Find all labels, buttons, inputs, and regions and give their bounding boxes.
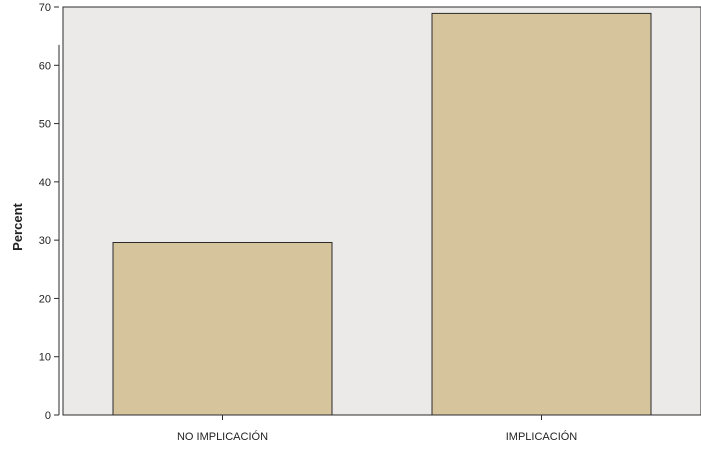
y-tick-label-2: 20 <box>39 293 51 305</box>
y-tick-label-3: 30 <box>39 235 51 247</box>
y-tick-label-5: 50 <box>39 119 51 131</box>
y-tick-label-7: 70 <box>39 2 51 14</box>
y-tick-label-0: 0 <box>45 410 51 422</box>
bar-1 <box>431 12 652 416</box>
x-tick-label-1: IMPLICACIÓN <box>506 430 578 443</box>
y-tick-label-4: 40 <box>39 177 51 189</box>
y-tick-label-6: 60 <box>39 60 51 72</box>
y-axis-title: Percent <box>10 202 25 250</box>
x-tick-label-0: NO IMPLICACIÓN <box>177 430 268 443</box>
y-axis: 0 10 20 30 40 50 60 70 <box>39 2 60 422</box>
y-tick-label-1: 10 <box>39 352 51 364</box>
bar-0 <box>112 242 333 416</box>
x-axis: NO IMPLICACIÓN IMPLICACIÓN <box>177 415 577 443</box>
